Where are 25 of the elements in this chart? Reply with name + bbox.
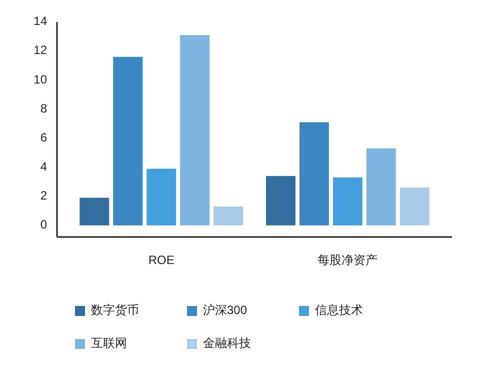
bar	[214, 206, 244, 226]
legend-label: 金融科技	[203, 336, 251, 350]
bar	[332, 177, 362, 226]
bar	[400, 188, 430, 226]
y-tick-label: 14	[34, 14, 48, 28]
bar	[299, 122, 329, 226]
bar	[80, 198, 110, 226]
legend-label: 沪深300	[203, 303, 248, 318]
y-tick-label: 12	[34, 43, 48, 58]
bar	[180, 35, 210, 226]
y-tick-label: 6	[40, 130, 48, 144]
legend-label: 互联网	[91, 336, 127, 350]
bar	[146, 168, 176, 226]
y-tick-label: 8	[40, 101, 48, 116]
y-tick-label: 0	[40, 218, 48, 232]
x-tick-label: 每股净资产	[318, 253, 378, 267]
bar	[366, 148, 396, 226]
y-tick-label: 4	[40, 159, 48, 174]
y-tick-label: 10	[34, 72, 48, 86]
legend-label: 数字货币	[91, 303, 139, 318]
bar	[266, 176, 296, 226]
bar	[113, 56, 143, 226]
y-tick-label: 2	[40, 188, 48, 202]
x-tick-label: ROE	[148, 253, 174, 267]
legend-label: 信息技术	[315, 303, 363, 318]
